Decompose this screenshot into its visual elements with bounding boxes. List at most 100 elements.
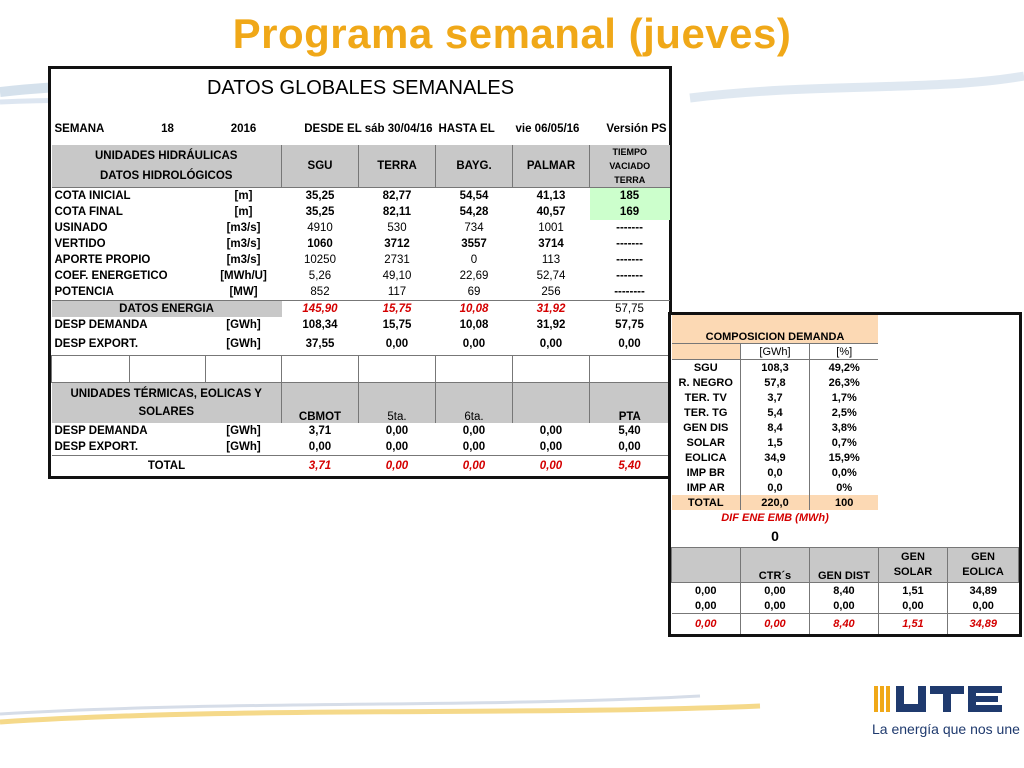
de-sgu: 37,55: [305, 338, 335, 350]
comp-gwh: 34,9: [739, 450, 810, 465]
cell-palmar: 256: [541, 286, 561, 298]
version-value: PS: [651, 123, 667, 135]
comp-gwh: 1,5: [739, 435, 810, 450]
cell-terra: 117: [387, 286, 407, 298]
col-bayg: BAYG.: [435, 145, 513, 188]
comp-pct: 2,5%: [808, 405, 879, 420]
cell-tiempo-vaciado: -------: [616, 238, 643, 250]
hydro-row: COTA FINAL [m] 35,25 82,11 54,28 40,57 169: [52, 204, 670, 220]
composition-row: IMP AR 0,0 0%: [672, 480, 1019, 495]
hydro-row: VERTIDO [m3/s] 1060 3712 3557 3714 -------: [52, 236, 670, 252]
gen-row: 0,00 0,00 8,40 1,51 34,89: [672, 582, 1019, 598]
row-unit: [m3/s]: [226, 254, 261, 266]
comp-gwh: 5,4: [739, 405, 810, 420]
week-label: SEMANA: [54, 123, 105, 135]
empty-spacer-row: [51, 355, 671, 383]
total-a: 3,71: [281, 455, 359, 476]
comp-pct: 1,7%: [808, 390, 879, 405]
comp-gwh: 57,8: [739, 375, 810, 390]
col-tiempo-2: VACIADO: [609, 161, 651, 171]
comp-pct: 0,7%: [808, 435, 879, 450]
cell-palmar: 52,74: [536, 270, 566, 282]
datos-energia-label: DATOS ENERGIA: [51, 300, 282, 317]
cell-terra: 530: [387, 222, 407, 234]
hydro-row: COEF. ENERGETICO [MWh/U] 5,26 49,10 22,69 52,…: [52, 268, 670, 284]
total-d: 0,00: [512, 455, 590, 476]
gen-total-c: 8,40: [808, 613, 879, 634]
row-unit: [MWh/U]: [220, 270, 267, 282]
total-b: 0,00: [358, 455, 436, 476]
row-label: COTA INICIAL: [54, 190, 131, 202]
comp-total-row: TOTAL 220,0 100: [671, 495, 1019, 510]
comp-pct: 26,3%: [808, 375, 879, 390]
week-year: 2016: [230, 123, 257, 135]
gen-row: 0,00 0,00 0,00 0,00 0,00: [672, 598, 1019, 614]
cell-bayg: 0: [470, 254, 478, 266]
cell-tiempo-vaciado: -------: [616, 222, 643, 234]
col-gen-eolica-2: EOLICA: [962, 566, 1004, 578]
comp-pct: 49,2%: [808, 359, 879, 375]
week-number: 18: [161, 123, 174, 135]
comp-label: R. NEGRO: [678, 376, 733, 389]
row-label: DESP DEMANDA: [54, 425, 148, 437]
composition-row: EOLICA 34,9 15,9%: [672, 450, 1019, 465]
cell-tiempo-vaciado: -------: [616, 270, 643, 282]
thermal-cell: 3,71: [308, 425, 332, 437]
hydro-data-label: DATOS HIDROLÓGICOS: [100, 170, 233, 182]
version-label: Versión: [606, 123, 648, 135]
comp-gwh: 8,4: [739, 420, 810, 435]
energia-palmar: 31,92: [512, 300, 590, 317]
desp-demanda-row: DESP DEMANDA [GWh] 108,34 15,75 10,08 31…: [52, 317, 670, 333]
comp-pct: 0,0%: [808, 465, 879, 480]
comp-total-gwh: 220,0: [739, 495, 810, 510]
desp-export-unit: [GWh]: [226, 338, 261, 350]
datos-energia-row: DATOS ENERGIA 145,90 15,75 10,08 31,92 5…: [51, 300, 670, 317]
desp-demanda-label: DESP DEMANDA: [54, 319, 148, 331]
cell-sgu: 1060: [307, 238, 333, 250]
total-c: 0,00: [435, 455, 513, 476]
col-5ta: 5ta.: [358, 382, 436, 423]
col-palmar: PALMAR: [512, 145, 590, 188]
cell-terra: 3712: [384, 238, 410, 250]
gen-cell: 0,00: [695, 584, 717, 597]
row-label: VERTIDO: [54, 238, 106, 250]
thermal-cell: 0,00: [462, 425, 486, 437]
comp-label: SGU: [671, 359, 741, 375]
row-label: DESP EXPORT.: [54, 441, 139, 453]
col-gen-solar-1: GEN: [901, 551, 925, 563]
comp-label: GEN DIS: [683, 421, 729, 434]
comp-label: TER. TG: [684, 406, 728, 419]
thermal-cell: 0,00: [539, 425, 563, 437]
de-palmar: 0,00: [539, 338, 563, 350]
row-label: USINADO: [54, 222, 108, 234]
comp-label: IMP BR: [686, 466, 725, 479]
cell-sgu: 10250: [304, 254, 336, 266]
gen-cell: 0,00: [739, 582, 810, 598]
cell-bayg: 22,69: [459, 270, 489, 282]
de-bayg: 0,00: [462, 338, 486, 350]
comp-gwh: 3,7: [739, 390, 810, 405]
composition-row: SGU 108,3 49,2%: [671, 359, 1019, 375]
global-data-table: DATOS GLOBALES SEMANALES SEMANA 18 2016 …: [48, 66, 672, 479]
row-unit: [m]: [234, 206, 253, 218]
energia-sgu: 145,90: [281, 300, 359, 317]
gen-cell: 0,00: [808, 598, 879, 614]
row-label: COTA FINAL: [54, 206, 123, 218]
cell-bayg: 3557: [461, 238, 487, 250]
thermal-row: DESP DEMANDA [GWh] 3,71 0,00 0,00 0,00 5,40: [52, 423, 670, 439]
composition-row: R. NEGRO 57,8 26,3%: [672, 375, 1019, 390]
comp-label: EOLICA: [684, 451, 727, 464]
composicion-header: COMPOSICION DEMANDA: [671, 315, 879, 344]
comp-pct: 0%: [808, 480, 879, 495]
slogan: La energía que nos une: [872, 721, 1020, 737]
comp-label: TER. TV: [684, 391, 727, 404]
gen-cell: 1,51: [877, 582, 948, 598]
col-pta: PTA: [588, 382, 670, 423]
composition-row: SOLAR 1,5 0,7%: [672, 435, 1019, 450]
col-terra: TERRA: [358, 145, 436, 188]
hydro-row: POTENCIA [MW] 852 117 69 256 --------: [52, 284, 670, 301]
col-tiempo-3: TERRA: [614, 175, 646, 185]
col-tiempo-1: TIEMPO: [612, 147, 648, 157]
hydro-units-label: UNIDADES HIDRÁULICAS: [95, 150, 238, 162]
cell-tiempo-vaciado: 169: [589, 204, 670, 220]
